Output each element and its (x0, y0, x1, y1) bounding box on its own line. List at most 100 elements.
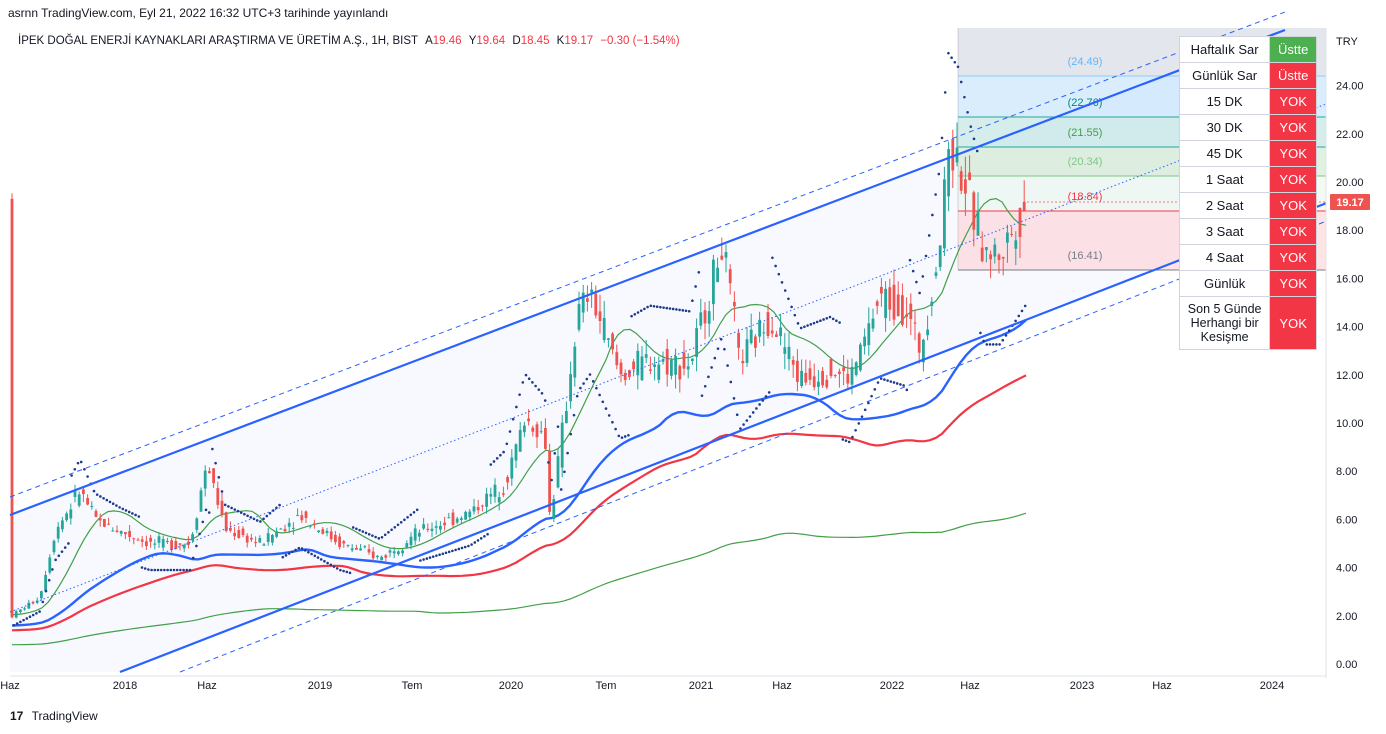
sar-dot (278, 503, 281, 507)
sar-dot (886, 379, 889, 382)
sar-dot (636, 311, 640, 314)
candle-body (602, 317, 606, 341)
time-tick-label: 2022 (880, 680, 904, 692)
sar-dot (713, 356, 717, 360)
sar-dot (163, 568, 166, 572)
tradingview-footer[interactable]: 17 TradingView (10, 708, 98, 723)
plot-area: (24.49)(22.76)(21.55)(20.34)(18.84)(16.4… (9, 11, 1327, 674)
candle-body (430, 528, 434, 531)
time-tick-label: Tem (596, 680, 617, 692)
sar-dot (22, 618, 25, 622)
sar-dot (585, 377, 589, 381)
sar-dot (227, 505, 230, 508)
sar-dot (1020, 309, 1024, 313)
sar-dot (819, 319, 822, 322)
sar-dot (815, 320, 819, 324)
sar-dot (899, 383, 902, 386)
sar-dot (467, 544, 470, 548)
sar-dot (1017, 314, 1021, 318)
candle-body (959, 171, 963, 191)
sar-dot (771, 256, 774, 260)
candle-body (808, 368, 812, 380)
signal-label: 1 Saat (1178, 166, 1271, 193)
signal-row: 3 Saat YOK (1178, 218, 1317, 245)
sar-dot (457, 547, 461, 551)
candle-body (632, 361, 635, 370)
sar-dot (393, 525, 397, 529)
time-tick-label: 2021 (689, 680, 713, 692)
candle-body (619, 362, 623, 375)
high-label: Y (468, 35, 477, 47)
sar-dot (499, 453, 502, 457)
sar-dot (83, 467, 86, 471)
sar-dot (643, 307, 646, 311)
price-tick-label: 10.00 (1336, 418, 1364, 430)
sar-dot (988, 343, 992, 346)
sar-dot (652, 304, 656, 308)
candle-body (661, 359, 665, 362)
sar-dot (335, 567, 339, 570)
sar-dot (563, 470, 566, 474)
candle-body (611, 333, 614, 350)
candle-body (577, 304, 581, 330)
sar-dot (745, 419, 749, 422)
candle-body (905, 314, 908, 317)
sar-dot (588, 373, 592, 376)
candle-body (111, 530, 115, 532)
sar-dot (431, 555, 435, 558)
candle-body (203, 470, 207, 489)
candle-body (913, 322, 917, 324)
sar-dot (54, 558, 57, 562)
sar-dot (591, 380, 595, 383)
sar-dot (697, 270, 701, 274)
sar-dot (92, 489, 96, 493)
sar-dot (102, 496, 105, 500)
candle-body (14, 611, 18, 618)
sar-dot (777, 272, 781, 276)
sar-dot (723, 347, 726, 351)
candle-body (77, 494, 81, 506)
candle-body (800, 370, 803, 386)
candle-body (334, 534, 337, 543)
candle-body (884, 288, 887, 318)
sar-dot (838, 321, 841, 324)
candle-body (229, 527, 232, 531)
sar-dot (892, 381, 896, 384)
signal-row: Günlük Sar Üstte (1178, 62, 1317, 89)
candle-body (686, 366, 690, 370)
sar-dot (911, 269, 915, 273)
signal-value: Üstte (1269, 62, 1317, 89)
sar-dot (249, 516, 253, 519)
candle-body (846, 373, 850, 384)
sar-dot (751, 411, 755, 414)
sar-dot (332, 565, 336, 568)
sar-dot (396, 523, 400, 527)
sar-dot (553, 452, 557, 455)
sar-dot (601, 400, 605, 404)
sar-dot (223, 503, 227, 507)
sar-dot (655, 305, 659, 309)
candle-body (787, 346, 791, 360)
candle-body (161, 538, 165, 548)
sar-dot (806, 324, 809, 327)
sar-dot (841, 438, 845, 441)
price-tick-label: 4.00 (1336, 563, 1357, 575)
sar-dot (435, 554, 438, 557)
sar-dot (633, 313, 637, 316)
signal-label: 3 Saat (1178, 218, 1271, 245)
sar-dot (143, 567, 147, 570)
sar-dot (95, 493, 99, 496)
sar-dot (870, 394, 873, 398)
sar-dot (441, 552, 445, 556)
sar-dot (19, 620, 22, 624)
sar-dot (419, 559, 422, 562)
candle-body (947, 149, 950, 197)
sar-dot (339, 568, 342, 572)
sar-dot (35, 611, 38, 615)
candle-body (598, 311, 602, 322)
candle-body (132, 538, 136, 540)
sar-dot (233, 508, 237, 511)
sar-dot (470, 543, 473, 546)
candle-body (833, 375, 837, 377)
candle-body (90, 505, 94, 507)
